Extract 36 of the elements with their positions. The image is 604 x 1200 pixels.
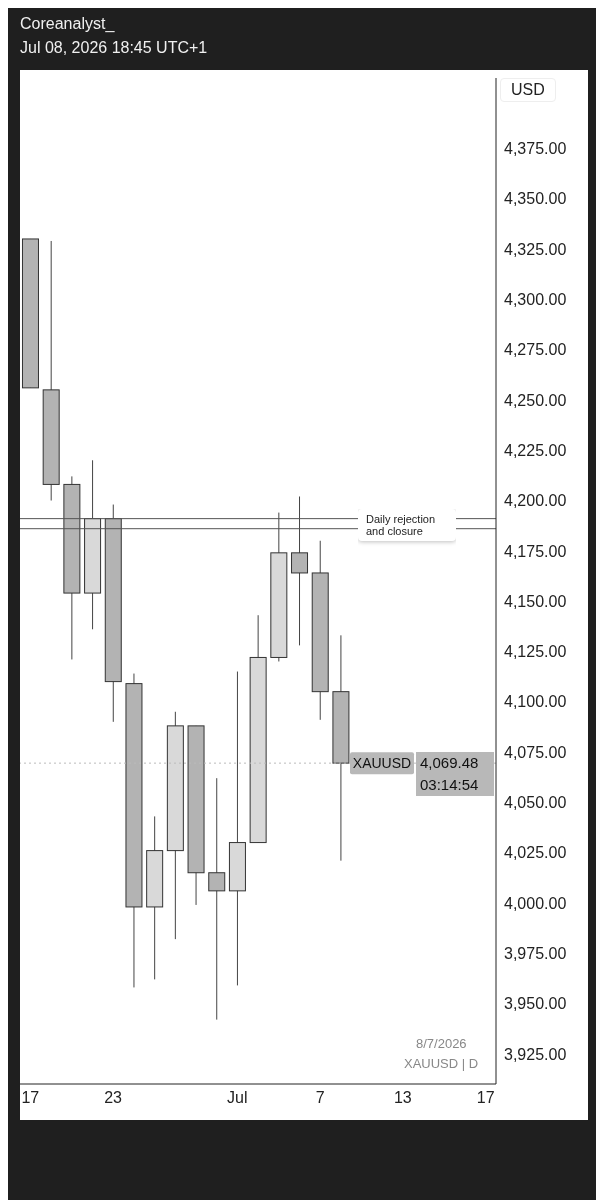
y-tick-label: 3,925.00 (504, 1045, 567, 1063)
y-tick-label: 4,275.00 (504, 341, 567, 359)
y-tick-label: 3,975.00 (504, 944, 567, 962)
y-tick-label: 4,325.00 (504, 240, 567, 258)
y-tick-label: 4,100.00 (504, 693, 567, 711)
y-tick-label: 4,175.00 (504, 542, 567, 560)
candlestick (291, 496, 309, 646)
chart-title: Coreanalyst_ (19, 14, 116, 34)
x-tick-label: 13 (393, 1089, 412, 1107)
y-tick-label: 4,000.00 (504, 894, 567, 912)
y-tick-label: 3,950.00 (504, 995, 567, 1013)
annotation: XAUUSD | D (404, 1056, 479, 1071)
ref-line-label: Daily rejection and closure (358, 508, 456, 541)
x-tick-label: 17 (476, 1089, 495, 1107)
candlestick (208, 777, 226, 1021)
y-tick-label: 4,125.00 (504, 643, 567, 661)
y-tick-label: 4,225.00 (504, 441, 567, 459)
x-tick-label: Jul (227, 1089, 248, 1107)
y-tick-label: 4,375.00 (504, 140, 567, 158)
y-tick-label: 4,025.00 (504, 844, 567, 862)
x-tick-label: 17 (21, 1089, 40, 1107)
y-tick-label: 4,300.00 (504, 291, 567, 308)
text: USD (500, 78, 556, 102)
annotation: 03:14:54 (416, 774, 494, 797)
y-tick-label: 4,075.00 (504, 743, 567, 761)
y-tick-label: 4,050.00 (504, 794, 567, 811)
y-tick-label: 4,350.00 (504, 190, 567, 208)
chart-subtitle: Jul 08, 2026 18:45 UTC+1 (19, 38, 209, 58)
x-tick-label: 7 (315, 1089, 325, 1107)
annotation: 4,069.48 (416, 752, 494, 775)
ref-line-label: XAUUSD (352, 755, 412, 772)
y-tick-label: 4,150.00 (504, 592, 567, 610)
y-tick-label: 4,200.00 (504, 492, 567, 510)
y-tick-label: 4,250.00 (504, 391, 567, 409)
annotation: 8/7/2026 (416, 1036, 467, 1051)
x-tick-label: 23 (104, 1089, 123, 1107)
